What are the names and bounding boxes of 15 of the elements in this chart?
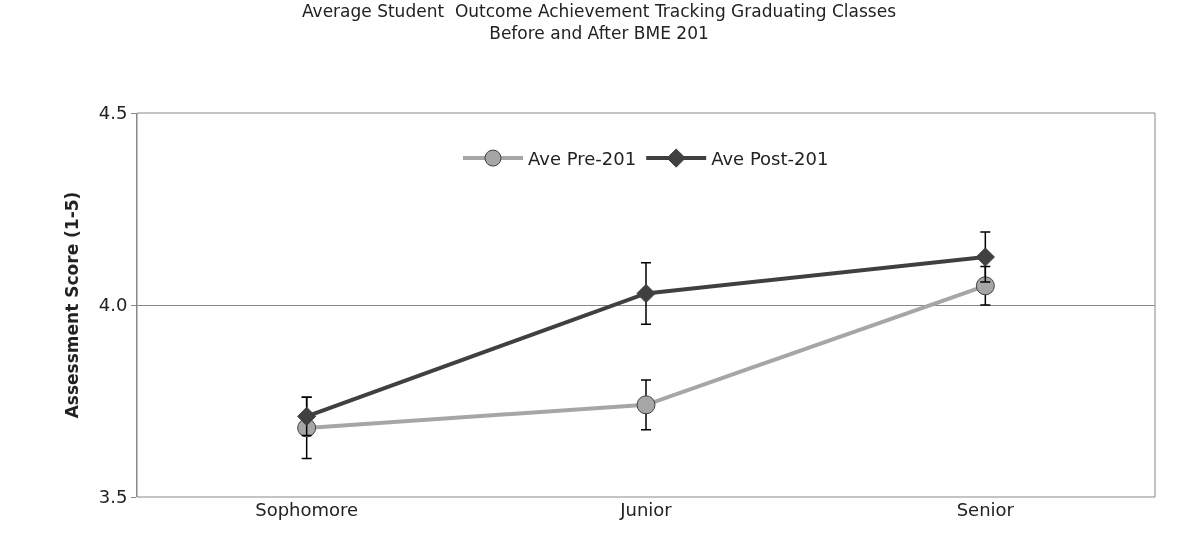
y-tick-label: 4.5: [98, 102, 128, 124]
y-tick-label: 4.0: [98, 294, 128, 316]
point: [636, 283, 656, 304]
legend-label: Ave Pre-201: [528, 148, 637, 170]
point: [636, 395, 656, 415]
y-axis-title: Assessment Score (1-5): [62, 191, 83, 419]
x-tick-label: Senior: [956, 499, 1015, 520]
point: [297, 406, 317, 426]
point: [975, 276, 995, 296]
point: [975, 247, 995, 267]
x-tick-label: Junior: [619, 499, 673, 520]
legend-label: Ave Post-201: [711, 148, 829, 170]
y-tick-label: 3.5: [98, 486, 128, 508]
chart-title: Average Student Outcome Achievement Tracking Graduating Classes Before and After BME 201: [301, 0, 897, 43]
x-tick-label: Sophomore: [255, 499, 359, 520]
